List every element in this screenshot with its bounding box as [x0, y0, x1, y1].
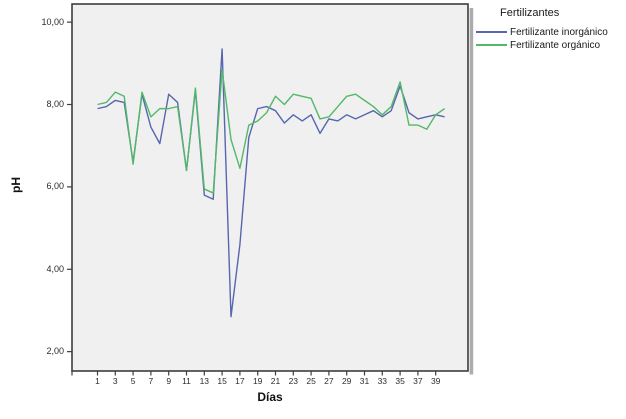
x-tick-label: 21	[270, 376, 281, 386]
y-tick-label: 4,00	[46, 263, 64, 274]
x-tick-label: 17	[235, 376, 245, 386]
legend-swatch-organico-icon	[476, 44, 507, 46]
legend: Fertilizantes Fertilizante inorgánico Fe…	[476, 7, 622, 52]
x-tick-label: 13	[199, 376, 210, 386]
x-tick-label: 1	[95, 376, 100, 386]
y-tick-label: 8,00	[46, 99, 64, 109]
x-tick-label: 5	[130, 376, 136, 386]
x-tick-label: 29	[341, 376, 352, 386]
x-tick-label: 39	[430, 376, 441, 386]
x-tick-label: 9	[166, 376, 172, 386]
x-tick-label: 19	[252, 376, 263, 386]
series-line-1	[97, 68, 445, 194]
x-tick-label: 37	[413, 376, 423, 386]
x-tick-label: 23	[288, 376, 299, 386]
plot-shadow	[469, 8, 474, 375]
series-line-0	[97, 48, 445, 318]
x-tick-label: 27	[324, 376, 334, 386]
y-tick-label: 10,00	[41, 16, 64, 27]
legend-item-inorganico: Fertilizante inorgánico	[476, 26, 622, 38]
x-tick-label: 11	[182, 376, 191, 386]
legend-label-inorganico: Fertilizante inorgánico	[510, 26, 608, 38]
y-axis-title: pH	[9, 177, 23, 193]
x-tick-label: 7	[148, 376, 154, 386]
x-tick-label: 31	[359, 376, 370, 386]
plot-area	[67, 3, 474, 376]
x-tick-label: 3	[112, 376, 118, 386]
x-tick-label: 33	[377, 376, 388, 386]
y-tick-label: 6,00	[46, 181, 64, 192]
legend-label-organico: Fertilizante orgánico	[510, 39, 601, 51]
legend-swatch-inorganico-icon	[476, 31, 507, 33]
x-tick-label: 15	[217, 376, 227, 386]
legend-item-organico: Fertilizante orgánico	[476, 39, 622, 51]
plot-frame	[71, 3, 469, 372]
y-tick-label: 2,00	[46, 346, 64, 357]
x-tick-label: 25	[306, 376, 316, 386]
x-axis-title: Días	[257, 390, 283, 404]
legend-title: Fertilizantes	[500, 7, 560, 19]
x-tick-label: 35	[395, 376, 405, 386]
